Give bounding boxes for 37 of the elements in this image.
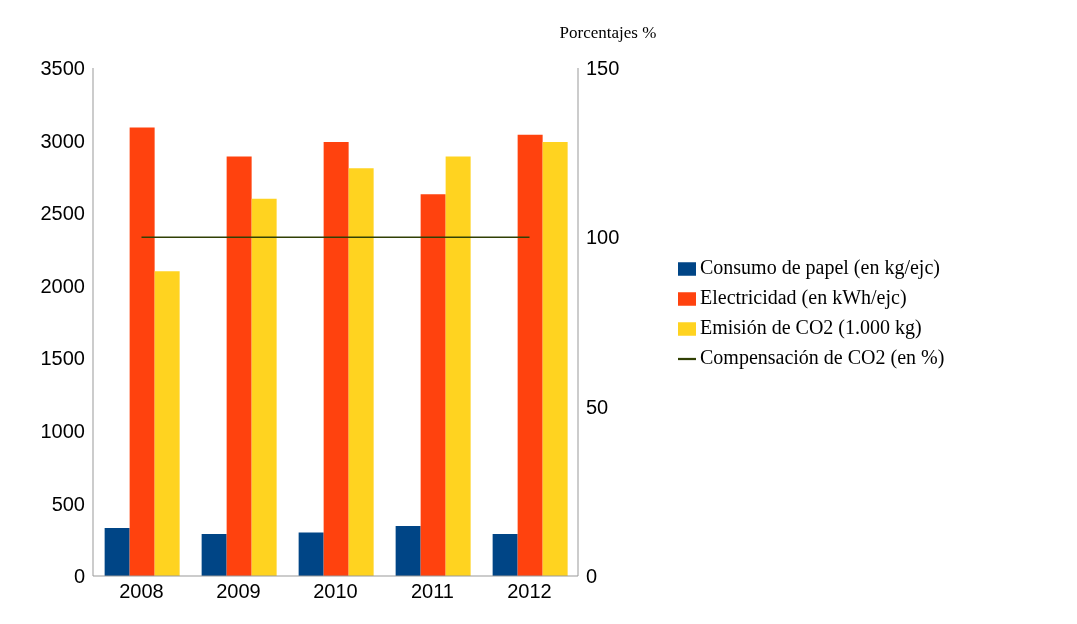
x-tick-label: 2011 xyxy=(410,580,455,603)
y2-tick-label: 150 xyxy=(586,57,620,80)
x-tick-label: 2012 xyxy=(507,580,552,603)
bar xyxy=(323,142,349,576)
y-tick-label: 0 xyxy=(73,565,85,588)
y2-tick-label: 100 xyxy=(586,226,620,249)
bar xyxy=(395,525,421,576)
bar xyxy=(104,528,130,576)
bar xyxy=(251,198,277,576)
bar xyxy=(348,168,374,576)
y2-tick-label: 50 xyxy=(586,395,609,418)
bar xyxy=(517,134,543,576)
y-tick-label: 3000 xyxy=(40,129,85,152)
y-tick-label: 1000 xyxy=(40,419,85,442)
y2-tick-label: 0 xyxy=(586,565,598,588)
legend-label: Emisión de CO2 (1.000 kg) xyxy=(700,316,922,338)
y-tick-label: 2000 xyxy=(40,274,85,297)
legend-label: Consumo de papel (en kg/ejc) xyxy=(700,256,940,278)
bar xyxy=(298,532,324,576)
x-tick-label: 2008 xyxy=(119,580,164,603)
bar xyxy=(445,156,471,576)
legend-label: Compensación de CO2 (en %) xyxy=(700,346,945,368)
x-tick-label: 2010 xyxy=(313,580,358,603)
y-tick-label: 500 xyxy=(51,492,85,515)
bar xyxy=(492,533,518,576)
bar xyxy=(201,533,227,576)
y-tick-label: 3500 xyxy=(40,57,85,80)
bar xyxy=(420,194,446,576)
bar xyxy=(226,156,252,576)
y-tick-label: 2500 xyxy=(40,202,85,225)
bar xyxy=(129,127,155,576)
legend-label: Electricidad (en kWh/ejc) xyxy=(700,286,907,308)
y2-axis-title: Porcentajes % xyxy=(559,23,657,42)
x-tick-label: 2009 xyxy=(216,580,261,603)
y-tick-label: 1500 xyxy=(40,347,85,370)
bar xyxy=(542,142,568,576)
bar xyxy=(154,271,180,576)
